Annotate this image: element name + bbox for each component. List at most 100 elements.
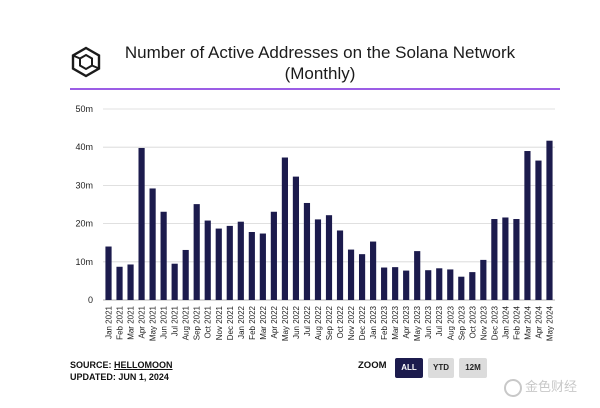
bar[interactable] <box>127 264 134 300</box>
bar[interactable] <box>392 267 399 300</box>
source-label: SOURCE: <box>70 360 112 370</box>
x-tick-label: Apr 2023 <box>402 305 411 338</box>
hellomoon-logo-icon <box>71 46 101 78</box>
x-tick-label: Apr 2021 <box>138 305 147 338</box>
bar[interactable] <box>524 151 531 300</box>
bar[interactable] <box>215 228 222 300</box>
zoom-label: ZOOM <box>358 360 387 371</box>
x-tick-label: Jul 2023 <box>435 305 444 336</box>
bar[interactable] <box>237 221 244 300</box>
source-line: SOURCE: HELLOMOON <box>70 359 173 371</box>
bar[interactable] <box>502 217 509 300</box>
bar[interactable] <box>436 268 443 300</box>
zoom-12m-button[interactable]: 12M <box>459 358 487 378</box>
x-tick-label: May 2023 <box>413 305 422 341</box>
bar[interactable] <box>491 219 498 300</box>
bar[interactable] <box>469 272 476 300</box>
y-tick-label: 0 <box>88 295 93 305</box>
bar[interactable] <box>259 233 266 300</box>
bar[interactable] <box>480 259 487 300</box>
y-tick-label: 40m <box>75 142 93 152</box>
x-tick-label: Oct 2023 <box>468 305 477 338</box>
x-tick-label: Jun 2023 <box>424 305 433 338</box>
x-tick-label: Oct 2022 <box>336 305 345 338</box>
updated-line: UPDATED: JUN 1, 2024 <box>70 372 169 382</box>
x-tick-label: May 2022 <box>281 305 290 341</box>
x-tick-label: Aug 2021 <box>182 305 191 340</box>
x-tick-label: Jul 2021 <box>171 305 180 336</box>
x-tick-label: Aug 2023 <box>446 305 455 340</box>
x-tick-label: Feb 2023 <box>380 305 389 339</box>
bar[interactable] <box>226 225 233 300</box>
x-tick-label: Jan 2024 <box>501 305 510 338</box>
x-tick-label: May 2024 <box>545 305 554 341</box>
zoom-ytd-button[interactable]: YTD <box>428 358 454 378</box>
bar[interactable] <box>403 270 410 300</box>
bar[interactable] <box>314 219 322 300</box>
x-tick-label: Dec 2023 <box>490 305 499 340</box>
x-tick-label: Jun 2022 <box>292 305 301 338</box>
x-tick-label: Jul 2022 <box>303 305 312 336</box>
bar[interactable] <box>513 219 520 300</box>
bar[interactable] <box>336 230 344 300</box>
x-tick-label: Sep 2023 <box>457 305 466 340</box>
x-tick-label: Mar 2021 <box>127 305 136 339</box>
chart-footer: SOURCE: HELLOMOON UPDATED: JUN 1, 2024 <box>70 359 173 383</box>
bar[interactable] <box>546 140 553 300</box>
watermark-text: 金色财经 <box>525 379 578 394</box>
bar[interactable] <box>248 232 255 300</box>
bar[interactable] <box>303 202 311 300</box>
x-tick-label: Jun 2021 <box>160 305 169 338</box>
watermark: 金色财经 <box>504 376 577 397</box>
y-tick-label: 30m <box>75 180 93 190</box>
x-tick-label: Jan 2022 <box>237 305 246 338</box>
x-tick-label: Nov 2023 <box>479 305 488 340</box>
x-tick-label: Sep 2022 <box>325 305 334 340</box>
bar[interactable] <box>447 269 454 300</box>
x-tick-label: Aug 2022 <box>314 305 323 340</box>
bar[interactable] <box>414 251 421 300</box>
source-link[interactable]: HELLOMOON <box>114 360 173 370</box>
x-tick-label: Sep 2021 <box>193 305 202 340</box>
watermark-logo-icon <box>504 378 522 397</box>
zoom-all-button[interactable]: ALL <box>395 358 423 378</box>
bar[interactable] <box>535 160 542 300</box>
y-tick-label: 50m <box>75 104 93 114</box>
bar[interactable] <box>105 246 112 300</box>
bar[interactable] <box>358 254 366 300</box>
bar[interactable] <box>204 220 211 300</box>
bar[interactable] <box>381 267 388 300</box>
chart-title-line1: Number of Active Addresses on the Solana… <box>124 43 516 62</box>
x-tick-label: Oct 2021 <box>204 305 213 338</box>
x-tick-label: Dec 2022 <box>358 305 367 340</box>
chart-title-line2: (Monthly) <box>284 64 356 83</box>
bar[interactable] <box>370 241 377 300</box>
y-tick-label: 10m <box>75 257 93 267</box>
title-divider <box>70 88 560 90</box>
bar[interactable] <box>116 266 123 300</box>
bar[interactable] <box>160 211 167 300</box>
bar[interactable] <box>171 263 178 300</box>
bar[interactable] <box>182 249 189 300</box>
x-tick-label: Dec 2021 <box>226 305 235 340</box>
x-tick-label: Mar 2022 <box>259 305 268 339</box>
bar[interactable] <box>281 157 288 300</box>
bar[interactable] <box>425 270 432 300</box>
bar[interactable] <box>138 147 145 300</box>
bar[interactable] <box>270 211 277 300</box>
x-tick-label: Feb 2022 <box>248 305 257 339</box>
y-tick-label: 20m <box>75 219 93 229</box>
bar[interactable] <box>325 215 333 300</box>
bar[interactable] <box>292 176 300 300</box>
x-tick-label: Apr 2022 <box>270 305 279 338</box>
x-tick-label: Apr 2024 <box>534 305 543 338</box>
bar[interactable] <box>149 188 156 300</box>
x-tick-label: Jan 2021 <box>105 305 114 338</box>
chart-card <box>62 30 570 405</box>
bar[interactable] <box>193 204 200 300</box>
bar[interactable] <box>458 276 465 300</box>
x-tick-label: Nov 2022 <box>347 305 356 340</box>
x-tick-label: May 2021 <box>149 305 158 341</box>
bar[interactable] <box>347 249 355 300</box>
